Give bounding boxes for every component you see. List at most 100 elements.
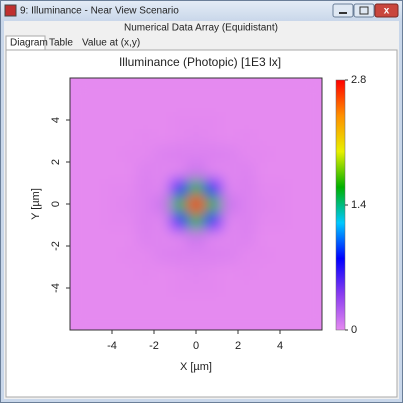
heatmap-cell bbox=[271, 162, 289, 180]
heatmap-cell bbox=[103, 111, 121, 129]
heatmap-cell bbox=[221, 229, 239, 247]
heatmap-cell bbox=[221, 195, 239, 213]
heatmap-cell bbox=[70, 296, 88, 314]
heatmap-cell bbox=[154, 212, 172, 230]
heatmap-cell bbox=[120, 178, 138, 197]
colorbar bbox=[335, 79, 346, 331]
heatmap-cell bbox=[238, 229, 256, 247]
y-tick-label: -4 bbox=[50, 283, 62, 293]
heatmap-cell bbox=[86, 178, 105, 197]
heatmap-cell bbox=[238, 313, 256, 330]
heatmap-cell bbox=[238, 246, 256, 264]
heatmap-cell bbox=[86, 111, 105, 129]
heatmap-cell bbox=[120, 262, 138, 281]
tab-label: Diagram bbox=[10, 38, 48, 49]
heatmap-cell bbox=[120, 162, 138, 180]
heatmap-cell bbox=[103, 279, 121, 297]
heatmap-cell bbox=[170, 162, 189, 180]
heatmap-cell bbox=[154, 145, 172, 163]
heatmap-cell bbox=[305, 296, 322, 314]
heatmap-cell bbox=[154, 195, 172, 213]
heatmap-cell bbox=[103, 212, 121, 230]
heatmap-cell bbox=[86, 145, 105, 163]
heatmap-cell bbox=[238, 162, 256, 180]
tab-label[interactable]: Value at (x,y) bbox=[82, 38, 140, 49]
heatmap-cell bbox=[221, 111, 239, 129]
heatmap-cell bbox=[254, 296, 273, 314]
heatmap-cell bbox=[271, 178, 289, 197]
heatmap-cell bbox=[254, 262, 273, 281]
heatmap-cell bbox=[170, 178, 189, 197]
colorbar-tick-label: 0 bbox=[351, 324, 357, 336]
heatmap-cell bbox=[238, 262, 256, 281]
heatmap-cell bbox=[221, 262, 239, 281]
heatmap-cell bbox=[271, 212, 289, 230]
heatmap-cell bbox=[120, 313, 138, 330]
heatmap-cell bbox=[86, 94, 105, 113]
heatmap-cell bbox=[288, 313, 306, 330]
heatmap-cell bbox=[103, 296, 121, 314]
heatmap-cell bbox=[103, 313, 121, 330]
heatmap-cell bbox=[305, 162, 322, 180]
heatmap-cell bbox=[120, 279, 138, 297]
heatmap-cell bbox=[103, 229, 121, 247]
heatmap-cell bbox=[86, 162, 105, 180]
y-tick-label: 0 bbox=[50, 201, 62, 207]
heatmap-cell bbox=[170, 296, 189, 314]
heatmap-cell bbox=[170, 195, 189, 213]
heatmap-cell bbox=[204, 246, 222, 264]
heatmap-cell bbox=[154, 128, 172, 146]
heatmap-cell bbox=[86, 279, 105, 297]
heatmap-cell bbox=[271, 128, 289, 146]
heatmap-cell bbox=[137, 313, 155, 330]
heatmap-cell bbox=[288, 195, 306, 213]
heatmap-cell bbox=[70, 195, 88, 213]
heatmap-cell bbox=[288, 78, 306, 96]
heatmap-cell bbox=[154, 78, 172, 96]
heatmap-cell bbox=[254, 212, 273, 230]
x-tick-label: 2 bbox=[235, 340, 241, 352]
heatmap-cell bbox=[137, 195, 155, 213]
heatmap-cell bbox=[204, 78, 222, 96]
heatmap-cell bbox=[120, 229, 138, 247]
heatmap-cell bbox=[305, 94, 322, 113]
heatmap-cell bbox=[288, 212, 306, 230]
x-tick-label: 4 bbox=[277, 340, 283, 352]
heatmap-cell bbox=[254, 313, 273, 330]
y-tick-label: 2 bbox=[50, 159, 62, 165]
heatmap-cell bbox=[221, 296, 239, 314]
heatmap-cell bbox=[103, 94, 121, 113]
heatmap-cell bbox=[170, 313, 189, 330]
heatmap-cell bbox=[154, 178, 172, 197]
heatmap-cell bbox=[271, 313, 289, 330]
heatmap-cell bbox=[271, 296, 289, 314]
heatmap-cell bbox=[137, 94, 155, 113]
heatmap-cell bbox=[221, 94, 239, 113]
heatmap-cell bbox=[187, 229, 205, 247]
heatmap-cell bbox=[288, 296, 306, 314]
heatmap-cell bbox=[238, 128, 256, 146]
close-button[interactable] bbox=[374, 3, 399, 18]
heatmap-cell bbox=[204, 128, 222, 146]
heatmap-cell bbox=[103, 78, 121, 96]
heatmap-cell bbox=[238, 212, 256, 230]
heatmap-cell bbox=[154, 279, 172, 297]
heatmap-cell bbox=[154, 246, 172, 264]
minimize-button[interactable] bbox=[332, 3, 354, 18]
heatmap-cell bbox=[305, 313, 322, 330]
heatmap-cell bbox=[204, 111, 222, 129]
heatmap-cell bbox=[70, 279, 88, 297]
heatmap-cell bbox=[204, 178, 222, 197]
heatmap-cell bbox=[305, 212, 322, 230]
tab-label[interactable]: Table bbox=[49, 38, 73, 49]
heatmap-cell bbox=[305, 128, 322, 146]
heatmap-cell bbox=[271, 145, 289, 163]
maximize-button[interactable] bbox=[353, 3, 375, 18]
heatmap-cell bbox=[221, 162, 239, 180]
heatmap-cell bbox=[271, 262, 289, 281]
app-icon bbox=[4, 4, 17, 17]
heatmap-cell bbox=[187, 162, 205, 180]
heatmap-cell bbox=[103, 262, 121, 281]
heatmap-cell bbox=[221, 145, 239, 163]
heatmap-cell bbox=[271, 195, 289, 213]
